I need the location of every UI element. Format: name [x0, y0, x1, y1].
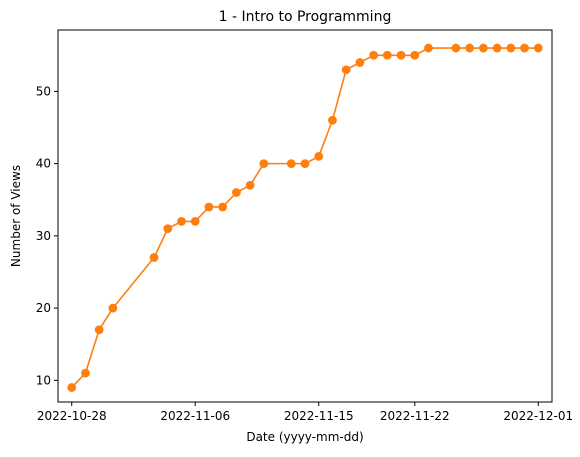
x-tick-label: 2022-12-01: [503, 409, 573, 423]
data-point: [191, 217, 200, 226]
data-point: [328, 116, 337, 125]
x-tick-label: 2022-10-28: [37, 409, 107, 423]
y-tick-label: 20: [36, 301, 51, 315]
data-point: [383, 51, 392, 60]
y-tick-label: 50: [36, 84, 51, 98]
data-point: [506, 44, 515, 53]
data-point: [81, 369, 90, 378]
series-line: [72, 48, 539, 387]
data-point: [520, 44, 529, 53]
x-axis-label: Date (yyyy-mm-dd): [246, 430, 363, 444]
data-point: [479, 44, 488, 53]
data-point: [287, 159, 296, 168]
data-point: [95, 325, 104, 334]
data-point: [452, 44, 461, 53]
data-point: [301, 159, 310, 168]
data-point: [163, 224, 172, 233]
data-point: [108, 304, 117, 313]
y-tick-label: 30: [36, 229, 51, 243]
data-point: [205, 203, 214, 212]
axes: 2022-10-28 2022-11-06 2022-11-15 2022-11-22…: [36, 30, 573, 423]
data-point: [465, 44, 474, 53]
x-tick-label: 2022-11-15: [284, 409, 354, 423]
data-point: [397, 51, 406, 60]
data-point: [232, 188, 241, 197]
data-point: [355, 58, 364, 67]
chart-title: 1 - Intro to Programming: [219, 9, 392, 25]
data-point: [246, 181, 255, 190]
data-point: [218, 203, 227, 212]
data-point: [369, 51, 378, 60]
data-point: [177, 217, 186, 226]
y-axis-label: Number of Views: [9, 165, 23, 267]
data-point: [493, 44, 502, 53]
y-tick-label: 40: [36, 157, 51, 171]
plot-frame: [58, 30, 552, 402]
series-layer: [67, 44, 542, 392]
data-point: [150, 253, 159, 262]
data-point: [410, 51, 419, 60]
data-point: [314, 152, 323, 161]
data-point: [342, 65, 351, 74]
data-point: [534, 44, 543, 53]
x-tick-label: 2022-11-22: [380, 409, 450, 423]
data-point: [259, 159, 268, 168]
data-point: [424, 44, 433, 53]
x-tick-label: 2022-11-06: [160, 409, 230, 423]
y-tick-label: 10: [36, 373, 51, 387]
data-point: [67, 383, 76, 392]
